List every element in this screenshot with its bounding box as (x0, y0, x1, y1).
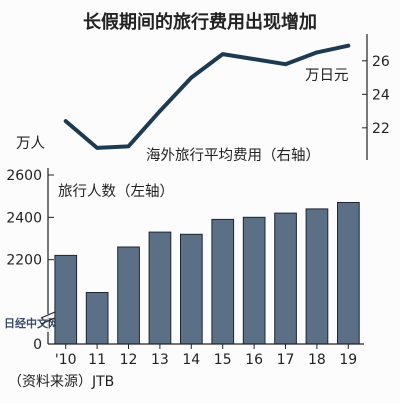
bar-series-label: 旅行人数（左轴） (58, 183, 174, 200)
line-layer (63, 43, 351, 150)
right-tick-label-1: 24 (372, 87, 390, 103)
left-tick-label-1: 2200 (6, 253, 42, 269)
line-series-label: 海外旅行平均费用（右轴） (146, 147, 320, 164)
bar-4 (180, 233, 203, 345)
source-note: （资料来源）JTB (8, 374, 114, 390)
left-axis-unit: 万人 (16, 135, 45, 152)
right-axis-unit: 万日元 (305, 68, 349, 84)
x-tick-label-3: 13 (151, 352, 169, 368)
chart-title: 长假期间的旅行费用出现增加 (83, 11, 317, 33)
line-series-path (63, 43, 351, 150)
bar-7 (274, 212, 297, 345)
bar-1 (85, 292, 109, 345)
bar-9 (337, 202, 360, 345)
x-tick-label-9: 19 (339, 352, 357, 368)
bar-3 (148, 231, 172, 345)
x-tick-label-2: 12 (120, 352, 138, 368)
x-tick-label-7: 17 (277, 352, 295, 368)
ticks-layer: 0 2200 2400 2600 22 24 26 '10 11 12 13 14 15 16 17 18 19 (6, 54, 390, 368)
x-tick-label-0: '10 (55, 352, 77, 368)
left-tick-label-0: 0 (33, 337, 42, 353)
x-tick-label-1: 11 (88, 352, 106, 368)
axis-break-mark (40, 311, 56, 325)
x-tick-label-6: 16 (245, 352, 263, 368)
bar-8 (305, 208, 329, 345)
bars-layer (48, 202, 364, 345)
bar-2 (117, 246, 140, 345)
x-tick-label-5: 15 (214, 352, 232, 368)
right-tick-label-2: 26 (372, 54, 390, 70)
x-tick-label-4: 14 (182, 352, 200, 368)
bar-6 (242, 216, 266, 345)
watermark-text: 日经中文网 (4, 316, 59, 330)
bar-5 (211, 218, 235, 345)
x-tick-label-8: 18 (308, 352, 326, 368)
left-tick-label-3: 2600 (6, 168, 42, 184)
left-tick-label-2: 2400 (6, 210, 42, 226)
right-tick-label-0: 22 (372, 121, 390, 137)
bar-0 (54, 254, 78, 345)
